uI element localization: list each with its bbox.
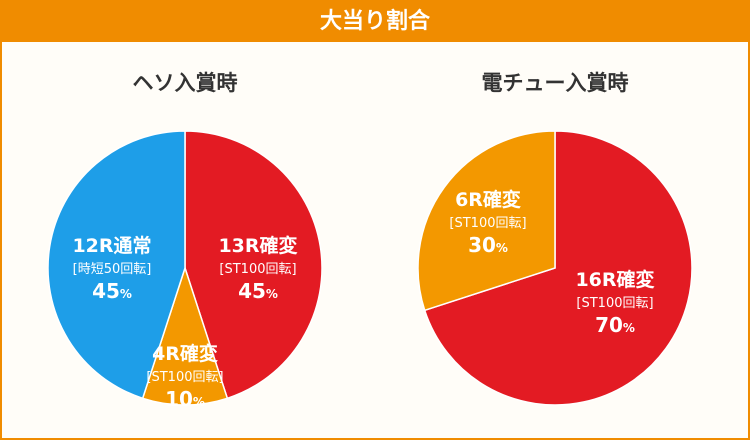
slice-sublabel-1-0: [ST100回転] [576, 296, 653, 311]
pie-slice-1-1 [417, 130, 556, 312]
pie-slice-0-2 [47, 130, 186, 400]
slice-percent-0-2: 45% [92, 279, 132, 303]
pie-title-denchu: 電チュー入賞時 [482, 71, 629, 95]
pie-slice-1-0 [423, 130, 693, 406]
pie-title-heso: ヘソ入賞時 [133, 71, 238, 95]
slice-percent-0-1: 10% [165, 387, 205, 411]
chart-header: 大当り割合 [2, 2, 748, 42]
slice-label-0-2: 12R通常 [72, 234, 151, 257]
pie-slice-0-1 [141, 265, 229, 406]
slice-label-0-0: 13R確変 [218, 234, 297, 257]
slice-sublabel-1-1: [ST100回転] [449, 216, 526, 231]
slice-label-1-0: 16R確変 [575, 268, 654, 291]
slice-sublabel-0-1: [ST100回転] [146, 370, 223, 385]
slice-percent-1-1: 30% [468, 233, 508, 257]
slice-label-0-1: 4R確変 [152, 342, 218, 365]
slice-percent-1-0: 70% [595, 313, 635, 337]
slice-label-1-1: 6R確変 [455, 188, 521, 211]
pie-denchu: 16R確変 [ST100回転] 70% 6R確変 [ST100回転] 30% [417, 130, 693, 406]
slice-percent-0-0: 45% [238, 279, 278, 303]
pie-slice-0-0 [184, 130, 323, 400]
slice-sublabel-0-2: [時短50回転] [73, 262, 152, 277]
slice-sublabel-0-0: [ST100回転] [219, 262, 296, 277]
pie-heso: 13R確変 [ST100回転] 45% 4R確変 [ST100回転] 10% 12R通常 [時… [47, 130, 323, 411]
